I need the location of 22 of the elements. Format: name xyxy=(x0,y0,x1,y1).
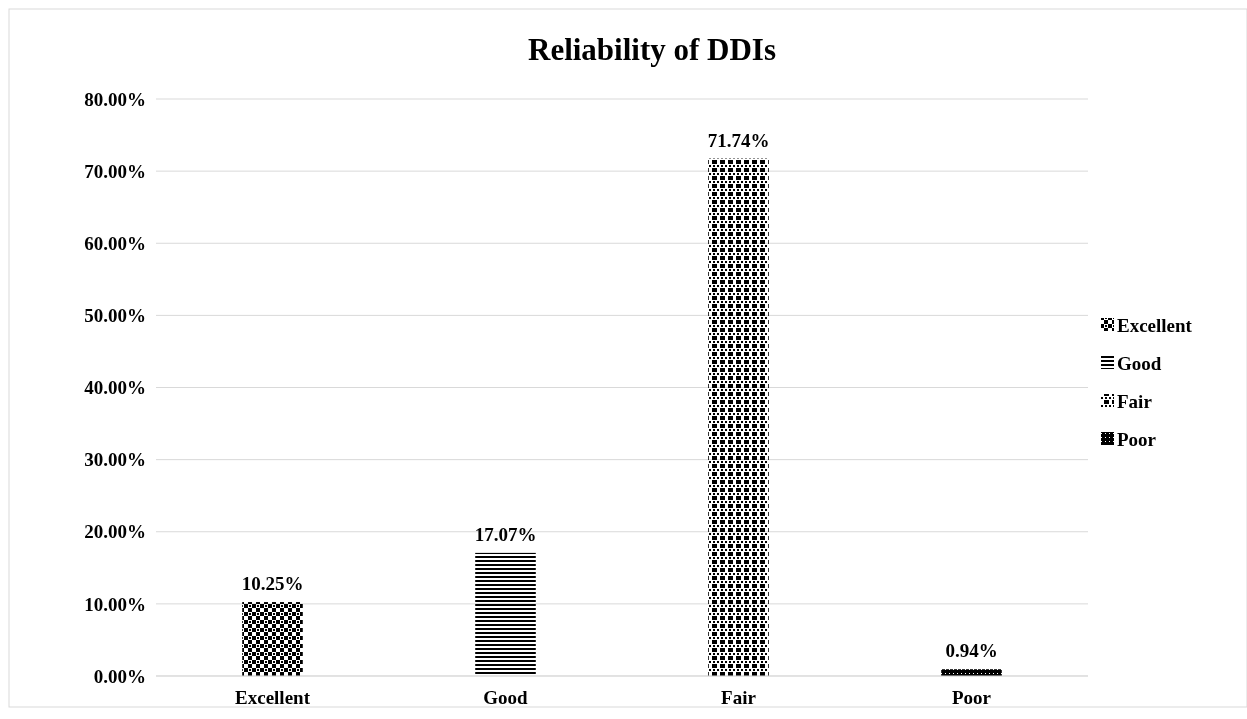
x-tick-label: Excellent xyxy=(235,687,311,708)
y-tick-label: 50.00% xyxy=(84,305,146,327)
data-label: 10.25% xyxy=(241,573,304,595)
y-tick-label: 10.00% xyxy=(84,593,146,615)
legend-label: Fair xyxy=(1117,390,1153,412)
y-tick-label: 30.00% xyxy=(84,449,146,471)
legend-label: Excellent xyxy=(1117,314,1193,336)
y-tick-label: 80.00% xyxy=(84,88,146,110)
y-tick-label: 40.00% xyxy=(84,377,146,399)
y-tick-label: 70.00% xyxy=(84,160,146,182)
x-tick-label: Poor xyxy=(951,687,992,708)
y-tick-label: 0.00% xyxy=(93,665,146,687)
legend-label: Poor xyxy=(1117,428,1157,450)
data-label: 0.94% xyxy=(945,640,998,662)
chart-title: Reliability of DDIs xyxy=(528,32,776,67)
legend-label: Good xyxy=(1117,352,1162,374)
data-label: 17.07% xyxy=(474,523,537,545)
x-tick-label: Good xyxy=(483,687,529,708)
y-tick-label: 60.00% xyxy=(84,232,146,254)
x-tick-label: Fair xyxy=(721,687,757,708)
data-label: 71.74% xyxy=(707,129,770,151)
y-tick-label: 20.00% xyxy=(84,521,146,543)
